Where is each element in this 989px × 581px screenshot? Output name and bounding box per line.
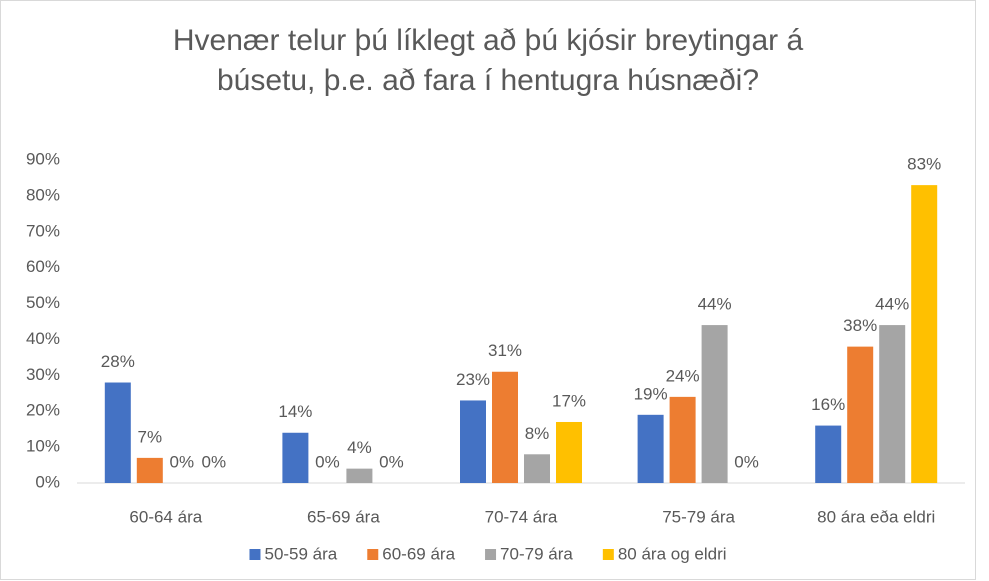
bar [136,457,163,483]
bar [669,396,696,483]
data-label: 16% [811,395,845,414]
legend-swatch [602,549,614,560]
y-tick-label: 60% [26,257,60,276]
legend-swatch [249,549,261,560]
data-label: 19% [634,384,668,403]
bar [701,325,728,483]
y-tick-label: 10% [26,437,60,456]
data-label: 31% [488,341,522,360]
data-label: 14% [278,402,312,421]
y-tick-label: 40% [26,329,60,348]
data-label: 83% [907,155,941,174]
chart-title: Hvenær telur þú líklegt að þú kjósir bre… [173,24,804,57]
bar [815,425,842,483]
data-label: 28% [101,352,135,371]
x-tick-label: 75-79 ára [662,507,735,526]
data-label: 4% [347,438,372,457]
data-label: 7% [138,427,163,446]
legend-swatch [485,549,497,560]
y-tick-label: 90% [26,149,60,168]
legend-label: 70-79 ára [500,544,573,563]
y-tick-label: 20% [26,401,60,420]
chart-title: búsetu, þ.e. að fara í hentugra húsnæði? [217,64,759,97]
data-label: 0% [315,452,340,471]
y-tick-label: 0% [35,472,60,491]
data-label: 0% [734,452,759,471]
bar [911,185,938,483]
x-tick-label: 70-74 ára [485,507,558,526]
data-label: 0% [170,452,195,471]
bar [282,432,309,483]
data-label: 24% [666,366,700,385]
x-tick-label: 80 ára eða eldri [817,507,935,526]
bar [879,325,906,483]
x-tick-label: 60-64 ára [129,507,202,526]
data-label: 8% [525,424,550,443]
x-tick-label: 65-69 ára [307,507,380,526]
y-tick-label: 30% [26,365,60,384]
bar [460,400,486,483]
legend-label: 50-59 ára [264,544,337,563]
bar [847,346,874,483]
data-label: 38% [843,316,877,335]
y-tick-label: 80% [26,185,60,204]
data-label: 44% [698,295,732,314]
bar [104,382,131,483]
y-tick-label: 50% [26,293,60,312]
bar [556,421,582,483]
legend-label: 80 ára og eldri [618,544,727,563]
data-label: 0% [379,452,404,471]
legend-label: 60-69 ára [382,544,455,563]
data-label: 23% [456,370,490,389]
y-tick-label: 70% [26,221,60,240]
bar [346,468,373,483]
data-label: 44% [875,295,909,314]
bar [492,371,518,483]
data-label: 0% [202,452,227,471]
legend-swatch [367,549,379,560]
bar [524,454,550,483]
data-label: 17% [552,391,586,410]
bar [637,414,664,483]
